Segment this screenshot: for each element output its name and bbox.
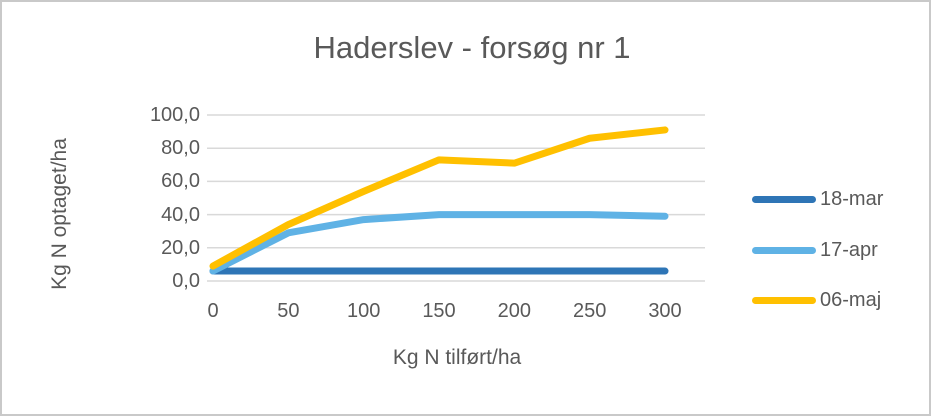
legend-label-17-apr: 17-apr bbox=[820, 239, 878, 261]
legend-item-17-apr: 17-apr bbox=[752, 238, 927, 264]
x-tick-label: 0 bbox=[207, 300, 219, 322]
legend-label-06-maj: 06-maj bbox=[820, 289, 882, 311]
legend-label-18-mar: 18-mar bbox=[820, 188, 884, 210]
x-tick-label: 150 bbox=[422, 300, 456, 322]
chart-title: Haderslev - forsøg nr 1 bbox=[313, 30, 631, 65]
x-tick-label: 300 bbox=[648, 300, 682, 322]
x-tick-label: 100 bbox=[346, 300, 381, 322]
x-tick-label: 200 bbox=[497, 300, 532, 322]
x-axis-title: Kg N tilført/ha bbox=[392, 346, 522, 369]
y-tick-label: 80,0 bbox=[161, 137, 200, 160]
y-tick-label: 0,0 bbox=[172, 270, 200, 292]
legend: 18-mar 17-apr 06-maj bbox=[752, 2, 927, 414]
y-tick-label: 60,0 bbox=[161, 170, 200, 193]
y-tick-label: 40,0 bbox=[161, 203, 200, 226]
legend-item-06-maj: 06-maj bbox=[752, 288, 927, 314]
y-axis-title: Kg N optaget/ha bbox=[48, 138, 71, 290]
y-tick-label: 100,0 bbox=[149, 104, 200, 126]
legend-item-18-mar: 18-mar bbox=[752, 187, 927, 213]
legend-swatch-18-mar bbox=[752, 196, 816, 203]
x-tick-label: 50 bbox=[277, 300, 300, 322]
series-line-17-apr bbox=[209, 211, 669, 275]
legend-swatch-17-apr bbox=[752, 247, 816, 254]
y-tick-label: 20,0 bbox=[161, 236, 200, 259]
x-tick-label: 250 bbox=[572, 300, 607, 322]
legend-swatch-06-maj bbox=[752, 297, 816, 304]
series-line-06-maj bbox=[209, 126, 669, 270]
plot-area bbox=[207, 114, 705, 282]
